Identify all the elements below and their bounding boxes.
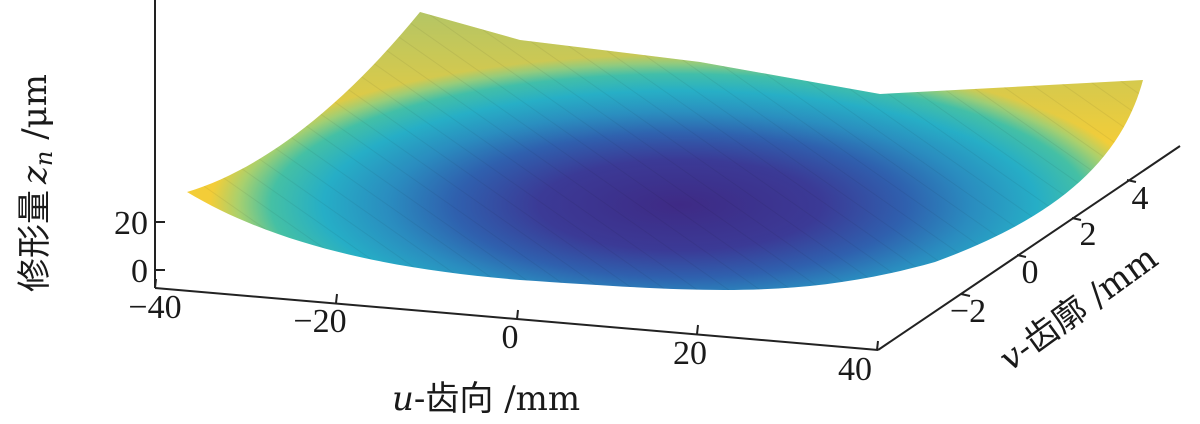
z-axis-var: z — [15, 165, 55, 185]
u-tick-mark — [154, 278, 157, 289]
u-tick-label: −20 — [293, 303, 346, 340]
v-tick-mark — [1016, 254, 1027, 258]
u-tick-mark — [696, 324, 699, 335]
u-tick-mark — [335, 293, 338, 304]
z-axis-unit: /μm — [15, 74, 55, 151]
v-ticks — [960, 179, 1137, 297]
v-tick-label: 4 — [1132, 180, 1149, 217]
v-tick-mark — [1071, 217, 1082, 221]
surface-mesh-lines — [187, 12, 1143, 290]
u-axis-line — [154, 287, 879, 351]
v-tick-mark — [1126, 179, 1137, 183]
u-axis-var: u — [392, 379, 414, 419]
u-tick-label: 40 — [838, 351, 872, 388]
u-tick-label: −40 — [128, 289, 181, 326]
u-tick-mark — [516, 309, 519, 320]
z-tick-label: 20 — [114, 205, 148, 242]
v-tick-mark — [960, 293, 971, 297]
u-axis-rest: -齿向 /mm — [414, 379, 580, 419]
u-tick-mark — [876, 340, 879, 351]
u-axis-title: u-齿向 /mm — [392, 379, 580, 419]
v-tick-label: 2 — [1080, 216, 1097, 253]
v-axis-title: v-齿廓 /mm — [992, 238, 1166, 379]
z-ticks: 20 0 — [114, 205, 165, 290]
u-ticks — [154, 278, 879, 351]
z-axis-sub: n — [30, 151, 58, 166]
z-axis-text: 修形量 — [15, 190, 55, 292]
u-tick-label: 20 — [673, 335, 707, 372]
z-tick-label: 0 — [131, 253, 148, 290]
z-axis-title: 修形量 zn /μm — [15, 74, 58, 292]
v-tick-labels: −2 0 2 4 — [950, 180, 1149, 330]
v-tick-label: −2 — [950, 293, 986, 330]
u-tick-label: 0 — [502, 319, 519, 356]
surface — [187, 12, 1143, 290]
u-tick-labels: −40 −20 0 20 40 — [128, 289, 872, 388]
v-tick-label: 0 — [1022, 254, 1039, 291]
